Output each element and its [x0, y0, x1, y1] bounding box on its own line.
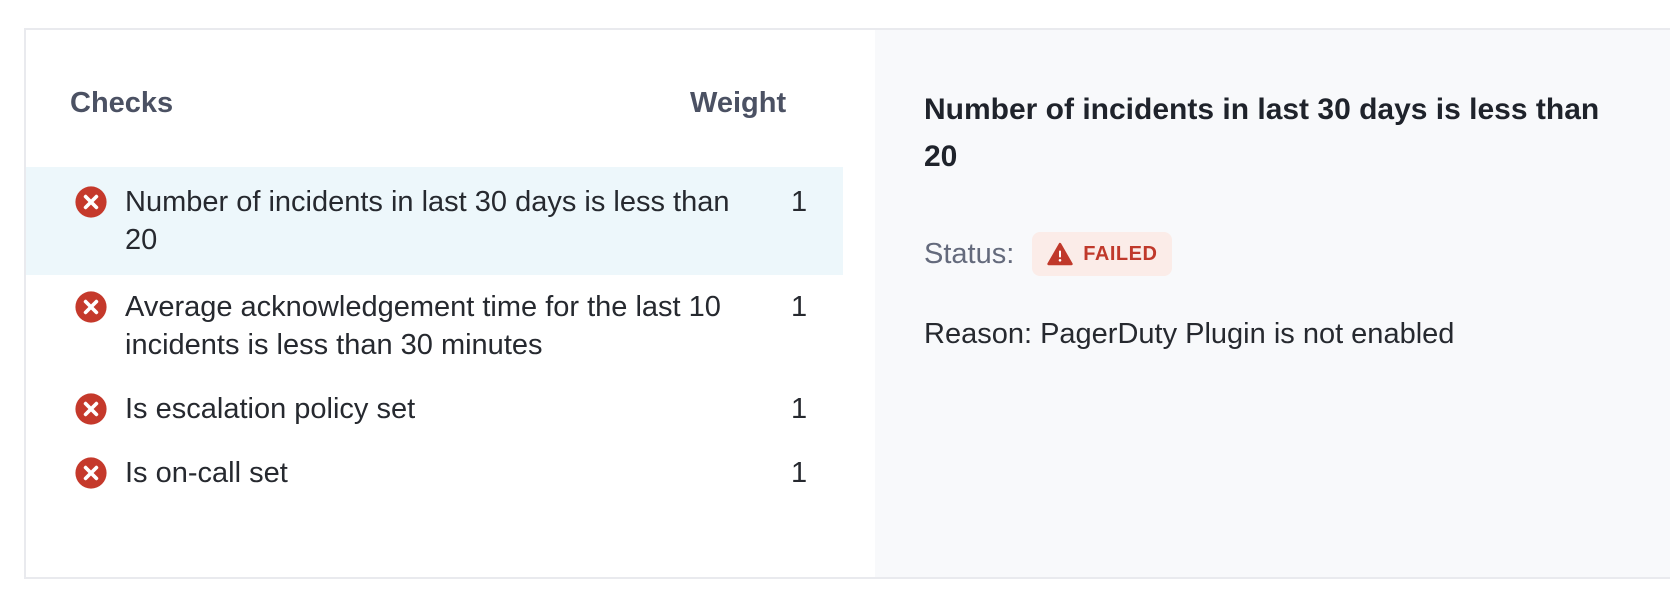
- check-row-label: Number of incidents in last 30 days is l…: [125, 186, 730, 256]
- status-failed-badge: FAILED: [1032, 232, 1173, 276]
- check-detail-title: Number of incidents in last 30 days is l…: [924, 93, 1600, 173]
- check-row-weight: 1: [791, 186, 808, 218]
- check-row-label: Is on-call set: [125, 457, 288, 489]
- status-row: Status: FAILED: [924, 232, 1610, 276]
- x-circle-icon: [75, 393, 107, 425]
- checks-column-header: Checks: [70, 87, 174, 119]
- check-row-escalation-policy[interactable]: Is escalation policy set 1: [26, 377, 843, 441]
- x-circle-icon: [75, 457, 107, 489]
- check-row-weight: 1: [791, 291, 808, 323]
- check-row-avg-acknowledgement-time[interactable]: Average acknowledgement time for the las…: [26, 275, 843, 377]
- check-row-incidents-last-30-days[interactable]: Number of incidents in last 30 days is l…: [26, 167, 843, 275]
- scorecard-panel: Checks Weight Number of incidents in las…: [24, 28, 1670, 579]
- check-failure-reason: Reason: PagerDuty Plugin is not enabled: [924, 318, 1455, 350]
- table-header: Checks Weight: [26, 86, 843, 120]
- check-row-label: Is escalation policy set: [125, 393, 416, 425]
- x-circle-icon: [75, 291, 107, 323]
- weight-column-header: Weight: [690, 87, 787, 119]
- check-row-weight: 1: [791, 393, 808, 425]
- check-row-weight: 1: [791, 457, 808, 489]
- status-badge-label: FAILED: [1083, 242, 1158, 265]
- status-label: Status:: [924, 237, 1015, 270]
- check-detail-panel: Number of incidents in last 30 days is l…: [875, 30, 1670, 577]
- check-row-label: Average acknowledgement time for the las…: [125, 291, 721, 361]
- check-row-on-call[interactable]: Is on-call set 1: [26, 441, 843, 505]
- warning-triangle-icon: [1047, 242, 1073, 266]
- checks-table: Checks Weight Number of incidents in las…: [26, 30, 875, 577]
- x-circle-icon: [75, 186, 107, 218]
